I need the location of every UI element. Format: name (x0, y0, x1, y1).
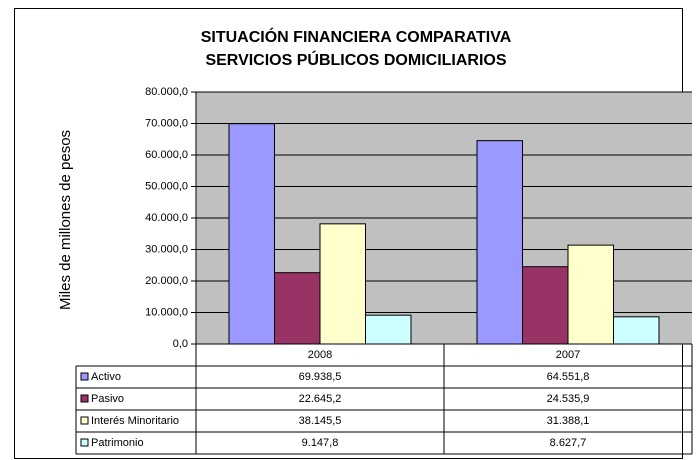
y-tick-label: 70.000,0 (145, 117, 188, 129)
bar (613, 316, 660, 345)
bar (522, 266, 569, 345)
y-tick-label: 30.000,0 (145, 243, 188, 255)
legend-key (80, 416, 89, 425)
y-tick-label: 40.000,0 (145, 212, 188, 224)
table-value: 9.147,8 (302, 437, 339, 449)
table-value: 64.551,8 (547, 371, 590, 383)
y-tick-label: 50.000,0 (145, 180, 188, 192)
y-tick-label: 20.000,0 (145, 275, 188, 287)
bar (365, 314, 412, 345)
legend-label: Activo (91, 371, 121, 383)
table-value: 24.535,9 (547, 393, 590, 405)
chart-title: SITUACIÓN FINANCIERA COMPARATIVA (201, 27, 512, 46)
legend-key (80, 372, 89, 381)
table-value: 38.145,5 (299, 415, 342, 427)
table-value: 22.645,2 (299, 393, 342, 405)
legend-label: Patrimonio (91, 437, 144, 449)
chart-title: SERVICIOS PÚBLICOS DOMICILIARIOS (205, 50, 506, 69)
legend-label: Interés Minoritario (91, 415, 179, 427)
legend-label: Pasivo (91, 393, 124, 405)
bar (274, 272, 321, 345)
table-value: 69.938,5 (299, 371, 342, 383)
bar (228, 123, 275, 345)
bar (319, 223, 366, 345)
bar (567, 244, 614, 345)
bar (476, 140, 523, 345)
y-axis-label: Miles de millones de pesos (57, 130, 74, 310)
y-tick-label: 0,0 (173, 338, 188, 350)
y-tick-label: 80.000,0 (145, 86, 188, 98)
table-value: 31.388,1 (547, 415, 590, 427)
x-tick-label: 2008 (308, 349, 332, 361)
table-value: 8.627,7 (550, 437, 587, 449)
legend-key (80, 438, 89, 447)
y-tick-label: 10.000,0 (145, 306, 188, 318)
y-tick-label: 60.000,0 (145, 149, 188, 161)
x-tick-label: 2007 (556, 349, 580, 361)
legend-key (80, 394, 89, 403)
